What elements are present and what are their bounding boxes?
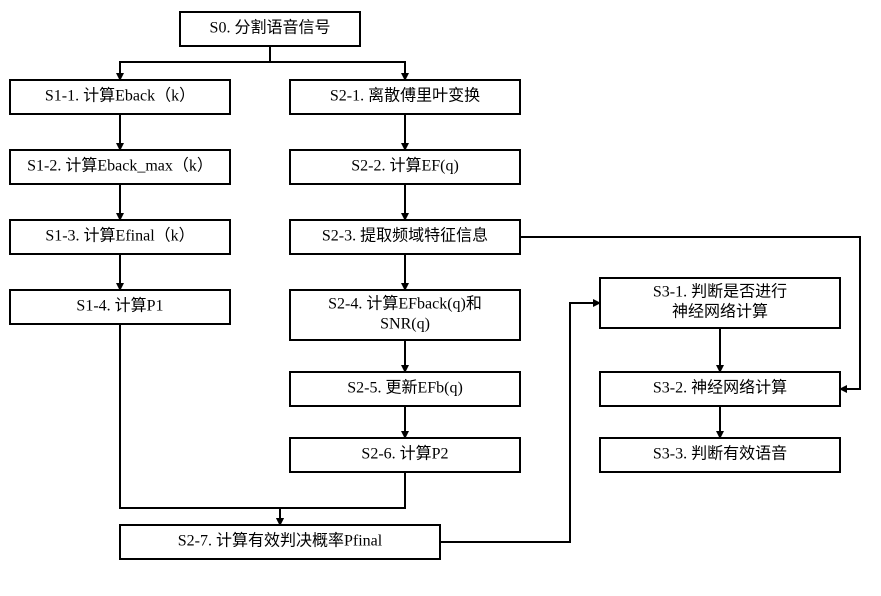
node-s2_2: S2-2. 计算EF(q) — [290, 150, 520, 184]
node-label-s2_6: S2-6. 计算P2 — [361, 444, 448, 463]
node-label-s2_1: S2-1. 离散傅里叶变换 — [330, 87, 480, 105]
node-label-s2_7: S2-7. 计算有效判决概率Pfinal — [178, 531, 383, 550]
node-s0: S0. 分割语音信号 — [180, 12, 360, 46]
node-label-s3_1-l0: S3-1. 判断是否进行 — [653, 283, 787, 301]
node-label-s0: S0. 分割语音信号 — [210, 19, 331, 37]
node-label-s3_1-l1: 神经网络计算 — [672, 302, 768, 321]
node-label-s2_3: S2-3. 提取频域特征信息 — [322, 227, 488, 245]
node-s2_1: S2-1. 离散傅里叶变换 — [290, 80, 520, 114]
node-s3_1: S3-1. 判断是否进行神经网络计算 — [600, 278, 840, 328]
node-label-s1_2: S1-2. 计算Eback_max（k） — [27, 156, 213, 175]
node-label-s1_1: S1-1. 计算Eback（k） — [45, 86, 195, 105]
node-s2_3: S2-3. 提取频域特征信息 — [290, 220, 520, 254]
node-s3_3: S3-3. 判断有效语音 — [600, 438, 840, 472]
node-label-s1_4: S1-4. 计算P1 — [76, 296, 163, 315]
node-label-s3_2: S3-2. 神经网络计算 — [653, 378, 787, 397]
node-label-s2_4-l1: SNR(q) — [380, 316, 430, 333]
node-label-s3_3: S3-3. 判断有效语音 — [653, 445, 787, 463]
node-s1_4: S1-4. 计算P1 — [10, 290, 230, 324]
node-s1_1: S1-1. 计算Eback（k） — [10, 80, 230, 114]
node-label-s1_3: S1-3. 计算Efinal（k） — [45, 226, 194, 245]
edge-1 — [270, 46, 405, 80]
flowchart-canvas: S0. 分割语音信号 S1-1. 计算Eback（k） S1-2. 计算Eback_… — [0, 0, 881, 596]
node-s1_2: S1-2. 计算Eback_max（k） — [10, 150, 230, 184]
edge-10 — [120, 324, 280, 525]
node-label-s2_5: S2-5. 更新EFb(q) — [347, 379, 463, 397]
node-s1_3: S1-3. 计算Efinal（k） — [10, 220, 230, 254]
node-s3_2: S3-2. 神经网络计算 — [600, 372, 840, 406]
node-label-s2_2: S2-2. 计算EF(q) — [351, 156, 459, 175]
node-s2_7: S2-7. 计算有效判决概率Pfinal — [120, 525, 440, 559]
node-label-s2_4-l0: S2-4. 计算EFback(q)和 — [328, 294, 482, 313]
node-s2_5: S2-5. 更新EFb(q) — [290, 372, 520, 406]
node-s2_4: S2-4. 计算EFback(q)和 SNR(q) — [290, 290, 520, 340]
edge-0 — [120, 46, 270, 80]
edge-11 — [280, 472, 405, 525]
node-s2_6: S2-6. 计算P2 — [290, 438, 520, 472]
